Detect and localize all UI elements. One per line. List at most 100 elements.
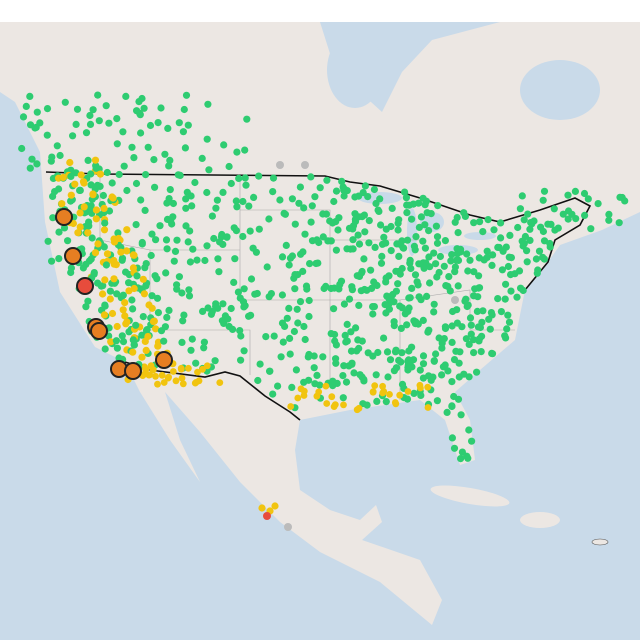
sensor-dot — [241, 146, 249, 154]
sensor-dot — [433, 233, 442, 241]
sensor-dot — [466, 256, 474, 264]
sensor-dot — [128, 143, 136, 151]
sensor-dot — [130, 154, 138, 162]
sensor-dot — [453, 319, 461, 327]
sensor-dot — [420, 264, 428, 272]
sensor-dot — [450, 444, 459, 452]
sensor-dot — [616, 193, 624, 201]
sensor-dot — [448, 251, 456, 259]
sensor-dot — [464, 454, 472, 462]
sensor-dot — [440, 262, 448, 270]
sensor-dot — [55, 255, 63, 263]
sensor-dot — [526, 225, 534, 233]
large-marker — [55, 208, 73, 226]
sensor-dot — [451, 296, 459, 304]
sensor-dot — [129, 348, 137, 356]
sensor-dot — [391, 399, 399, 406]
sensor-dot — [271, 502, 279, 510]
sensor-dot — [269, 174, 278, 182]
sensor-dot — [467, 321, 475, 329]
sensor-dot — [463, 250, 471, 258]
sensor-dot — [164, 374, 172, 382]
sensor-dot — [370, 185, 378, 194]
sensor-dot — [123, 226, 131, 234]
sensor-dot — [421, 221, 429, 229]
sensor-dot — [186, 227, 194, 235]
sensor-dot — [94, 279, 102, 287]
sensor-dot — [33, 108, 41, 116]
sensor-dot — [76, 186, 84, 194]
sensor-dot — [55, 228, 63, 236]
sensor-dot — [513, 293, 521, 301]
sensor-dot — [295, 199, 303, 207]
sensor-dot — [338, 177, 346, 185]
sensor-dot — [133, 107, 141, 115]
sensor-dot — [405, 356, 413, 364]
sensor-dot — [584, 195, 592, 203]
sensor-dot — [125, 279, 133, 287]
sensor-dot — [234, 288, 242, 296]
sensor-dot — [160, 379, 168, 386]
sensor-dot — [152, 325, 160, 333]
sensor-dot — [154, 309, 162, 317]
sensor-dot — [498, 266, 506, 274]
sensor-dot — [166, 156, 174, 164]
sensor-dot — [425, 326, 433, 334]
sensor-dot — [66, 158, 74, 167]
sensor-dot — [89, 190, 97, 198]
sensor-dot — [162, 269, 170, 277]
sensor-dot — [380, 388, 388, 395]
sensor-dot — [43, 131, 51, 139]
sensor-dot — [258, 504, 266, 512]
sensor-dot — [301, 230, 309, 238]
sensor-dot — [72, 120, 80, 128]
sensor-dot — [451, 268, 459, 276]
sensor-dot — [354, 336, 362, 344]
sensor-dot — [201, 256, 209, 265]
sensor-dot — [540, 237, 549, 245]
sensor-dot — [179, 317, 187, 325]
sensor-dot — [253, 289, 261, 298]
sensor-dot — [388, 204, 396, 212]
sensor-dot — [239, 232, 247, 241]
sensor-dot — [457, 455, 465, 463]
sensor-dot — [448, 338, 456, 346]
sensor-dot — [345, 224, 354, 232]
lake — [464, 232, 496, 240]
sensor-dot — [175, 273, 183, 281]
sensor-dot — [113, 344, 121, 352]
sensor-dot — [162, 236, 171, 244]
sensor-dot — [503, 325, 511, 333]
sensor-dot — [405, 201, 413, 209]
sensor-dot — [28, 155, 36, 163]
sensor-dot — [274, 382, 282, 390]
sensor-dot — [427, 210, 435, 218]
sensor-dot — [212, 300, 220, 308]
large-marker — [64, 247, 82, 265]
sensor-dot — [345, 295, 354, 303]
sensor-dot — [322, 382, 330, 390]
sensor-dot — [475, 284, 483, 292]
sensor-dot — [486, 325, 494, 333]
sensor-dot — [406, 256, 414, 264]
sensor-dot — [96, 170, 104, 178]
sensor-dot — [163, 313, 171, 321]
sensor-dot — [89, 106, 97, 114]
sensor-dot — [315, 388, 323, 396]
sensor-dot — [559, 210, 567, 218]
sensor-dot — [448, 434, 456, 442]
sensor-dot — [397, 358, 405, 366]
sensor-dot — [441, 323, 449, 331]
sensor-dot — [175, 119, 183, 127]
sensor-dot — [367, 266, 375, 274]
sensor-dot — [504, 311, 512, 319]
sensor-dot — [319, 233, 327, 241]
sensor-dot — [349, 236, 357, 244]
sensor-dot — [361, 228, 369, 236]
sensor-dot — [187, 346, 195, 354]
sensor-dot — [242, 181, 250, 189]
sensor-dot — [150, 317, 158, 325]
sensor-dot — [91, 249, 100, 257]
sensor-dot — [235, 174, 243, 182]
sensor-dot — [36, 119, 44, 127]
